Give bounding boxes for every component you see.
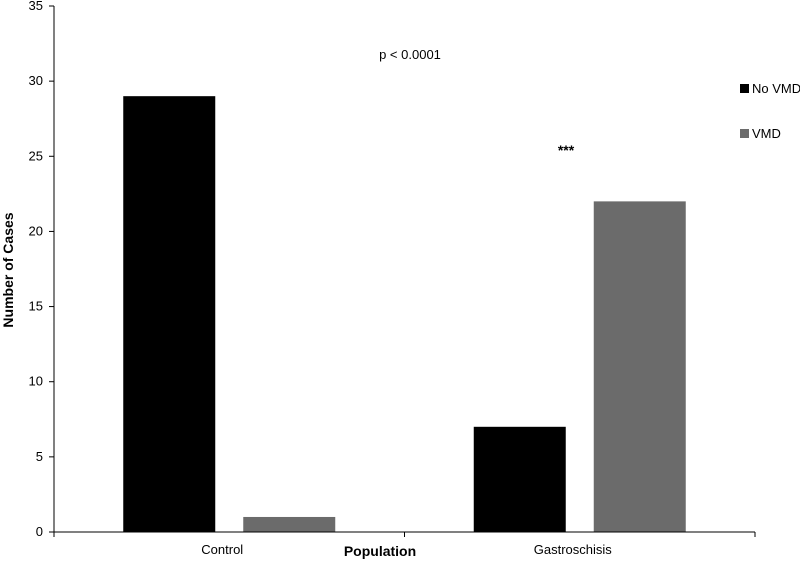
legend-label: VMD (752, 126, 781, 141)
bar-no-vmd-gastroschisis (473, 426, 566, 532)
legend: No VMD VMD (740, 81, 800, 141)
y-tick-label: 35 (29, 0, 43, 13)
y-axis-title: Number of Cases (0, 212, 16, 327)
bars (123, 96, 686, 533)
y-axis-ticks: 0 5 10 15 20 25 30 35 (29, 0, 54, 539)
x-axis-ticks: Control Gastroschisis (53, 532, 756, 557)
y-tick-label: 15 (29, 299, 43, 314)
p-value-annotation: p < 0.0001 (379, 47, 441, 62)
x-axis-title: Population (344, 543, 416, 559)
bar-no-vmd-control (123, 96, 216, 533)
y-tick-label: 5 (36, 449, 43, 464)
x-tick-label: Gastroschisis (534, 542, 613, 557)
x-tick-label: Control (201, 542, 243, 557)
legend-swatch (740, 84, 749, 93)
y-tick-label: 25 (29, 148, 43, 163)
y-tick-label: 0 (36, 524, 43, 539)
y-tick-label: 20 (29, 223, 43, 238)
legend-swatch (740, 129, 749, 138)
significance-annotation: *** (558, 142, 575, 158)
bar-vmd-control (243, 516, 336, 532)
y-tick-label: 10 (29, 374, 43, 389)
bar-vmd-gastroschisis (593, 201, 686, 532)
y-tick-label: 30 (29, 73, 43, 88)
legend-label: No VMD (752, 81, 800, 96)
